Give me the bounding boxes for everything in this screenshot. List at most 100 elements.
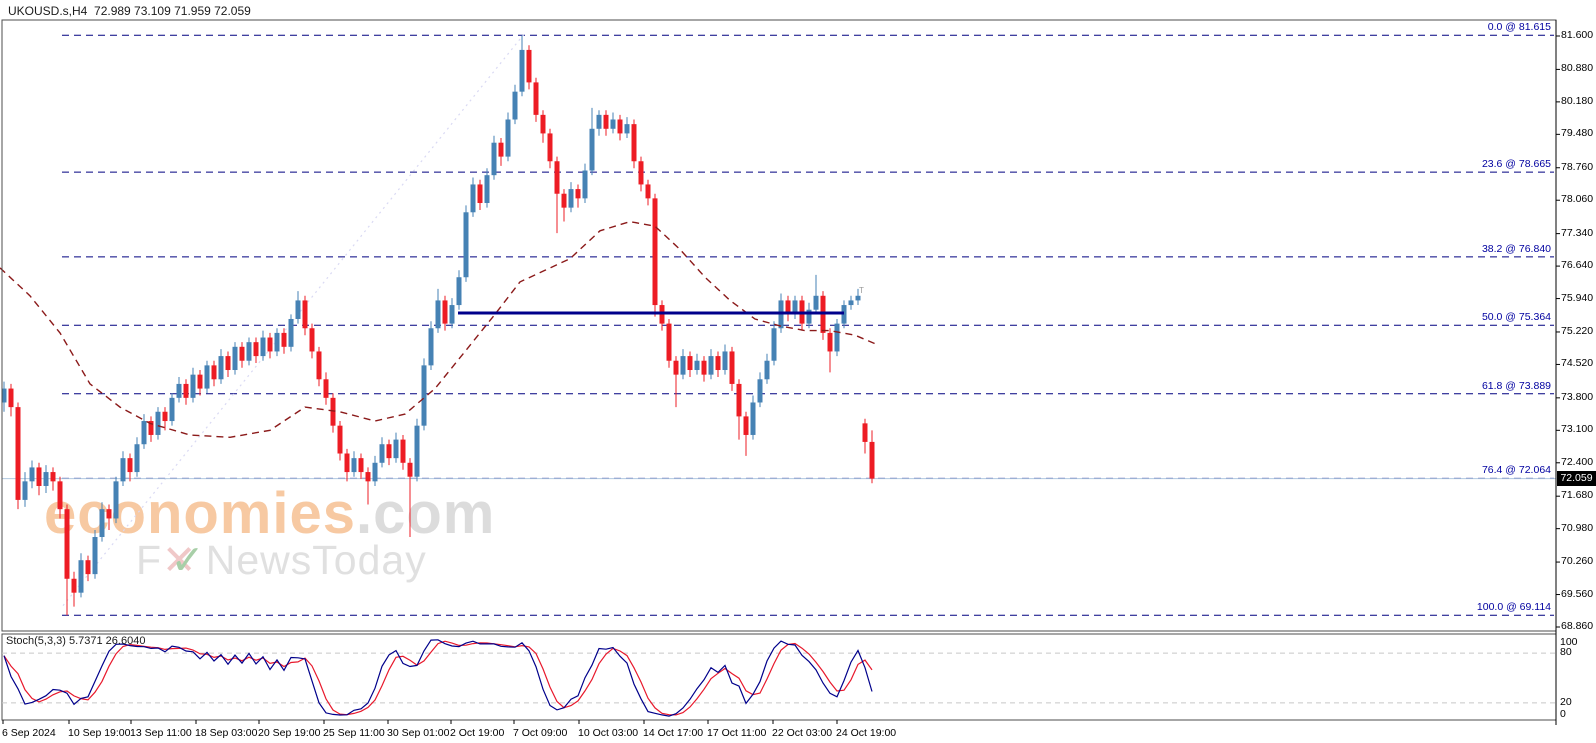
- candle-body: [225, 356, 231, 371]
- candle-body: [218, 356, 224, 380]
- candle-body: [470, 184, 476, 213]
- candle-body: [92, 537, 98, 575]
- candle-body: [540, 114, 546, 134]
- candle-body: [708, 356, 714, 375]
- candle-body: [400, 439, 406, 463]
- candle-body: [673, 360, 679, 375]
- candle-body: [498, 142, 504, 157]
- candle-body: [267, 337, 273, 352]
- candle-body: [456, 277, 462, 306]
- candle-body: [869, 441, 875, 479]
- candle-body: [239, 346, 245, 361]
- candle-body: [666, 323, 672, 361]
- stochastic-indicator-label: Stoch(5,3,3) 5.7371 26.6040: [6, 635, 146, 647]
- candle-body: [645, 184, 651, 199]
- candles-layer: [1, 35, 875, 616]
- candle-body: [113, 481, 119, 519]
- candle-body: [295, 300, 301, 319]
- candle-body: [232, 346, 238, 371]
- candle-body: [78, 560, 84, 593]
- candle-body: [764, 360, 770, 380]
- chart-ohlc-header: UKOUSD.s,H4 72.989 73.109 71.959 72.059: [8, 4, 251, 18]
- candle-body: [8, 388, 14, 408]
- candle-body: [575, 189, 581, 199]
- candle-body: [547, 133, 553, 162]
- stoch-signal-line: [3, 640, 873, 716]
- candle-body: [197, 374, 203, 389]
- candle-body: [638, 161, 644, 185]
- candle-body: [351, 458, 357, 473]
- candle-body: [435, 300, 441, 329]
- candle-body: [309, 328, 315, 352]
- candle-body: [806, 309, 812, 324]
- candle-body: [176, 383, 182, 398]
- candle-body: [57, 481, 63, 510]
- candle-body: [561, 193, 567, 208]
- candle-body: [442, 300, 448, 324]
- candle-body: [302, 300, 308, 329]
- candle-body: [43, 472, 49, 486]
- candle-body: [463, 212, 469, 278]
- axis-ticks-layer: [2, 35, 1560, 724]
- candle-body: [106, 509, 112, 519]
- candle-body: [694, 360, 700, 371]
- candle-body: [750, 402, 756, 435]
- candle-body: [827, 332, 833, 352]
- chart-marker-icon: T: [859, 286, 864, 295]
- candle-body: [701, 360, 707, 375]
- candle-body: [624, 124, 630, 134]
- candle-body: [505, 119, 511, 157]
- candle-body: [253, 342, 259, 357]
- indicator-panel-border: [1, 633, 1557, 721]
- candle-body: [288, 318, 294, 347]
- candle-body: [428, 328, 434, 366]
- candle-body: [757, 379, 763, 403]
- moving-average-line: [0, 220, 878, 439]
- candle-body: [393, 439, 399, 459]
- current-price-badge: 72.059: [1557, 471, 1596, 486]
- candle-body: [64, 509, 70, 579]
- fib-retracement-lines[interactable]: [62, 34, 1554, 616]
- candle-body: [169, 397, 175, 422]
- candle-body: [372, 462, 378, 482]
- candle-body: [477, 184, 483, 204]
- candle-body: [365, 472, 371, 482]
- candle-body: [785, 300, 791, 315]
- candle-body: [407, 462, 413, 477]
- candle-body: [631, 124, 637, 162]
- candle-body: [834, 323, 840, 352]
- candle-body: [722, 351, 728, 371]
- candle-body: [148, 421, 154, 435]
- candle-body: [85, 560, 91, 575]
- candle-body: [715, 356, 721, 371]
- candle-body: [155, 411, 161, 435]
- candle-body: [386, 444, 392, 459]
- candle-body: [792, 300, 798, 315]
- candle-body: [736, 383, 742, 417]
- candle-body: [15, 407, 21, 500]
- candle-body: [862, 423, 868, 442]
- candle-body: [379, 444, 385, 463]
- candle-body: [687, 356, 693, 371]
- candle-body: [36, 467, 42, 486]
- candle-body: [337, 425, 343, 454]
- candle-body: [127, 458, 133, 473]
- candle-body: [323, 379, 329, 398]
- candle-body: [855, 295, 861, 301]
- candle-body: [680, 356, 686, 375]
- candle-body: [260, 337, 266, 357]
- candle-body: [449, 305, 455, 324]
- candle-body: [99, 509, 105, 538]
- candle-body: [22, 481, 28, 500]
- candle-body: [71, 578, 77, 593]
- candle-body: [603, 114, 609, 129]
- candle-body: [358, 458, 364, 473]
- candle-body: [743, 416, 749, 435]
- candle-body: [1, 388, 7, 403]
- candle-body: [771, 328, 777, 361]
- candle-body: [141, 421, 147, 445]
- candle-body: [610, 119, 616, 129]
- candle-body: [568, 189, 574, 208]
